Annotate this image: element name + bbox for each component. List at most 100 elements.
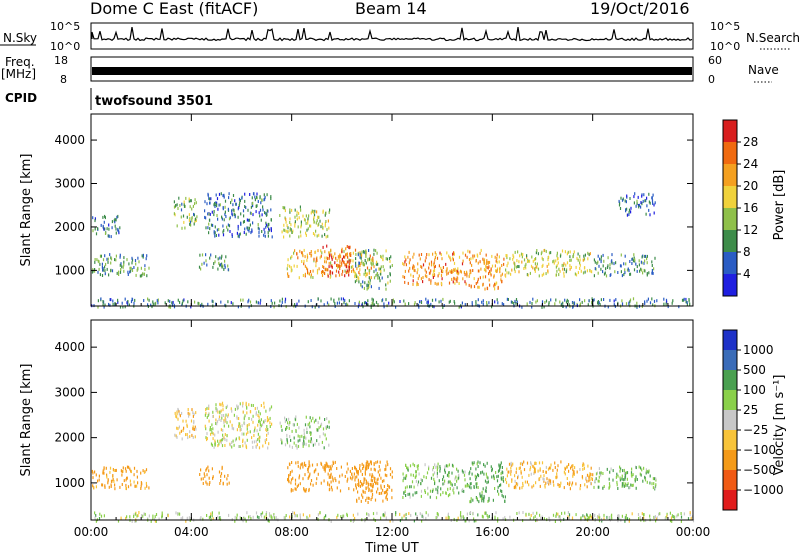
data-cell (632, 297, 635, 301)
data-cell (437, 489, 439, 493)
data-cell (193, 212, 195, 216)
data-cell (367, 280, 369, 284)
data-cell (505, 274, 507, 278)
data-cell (142, 253, 144, 257)
data-cell (316, 210, 318, 214)
data-cell (127, 485, 130, 489)
data-cell (529, 300, 531, 304)
data-cell (354, 475, 356, 479)
data-cell (298, 474, 301, 478)
data-cell (485, 489, 487, 493)
data-cell (248, 226, 250, 230)
data-cell (131, 258, 134, 262)
data-cell (599, 257, 601, 261)
data-cell (270, 195, 272, 199)
data-cell (189, 199, 191, 203)
data-cell (315, 481, 317, 485)
data-cell (374, 468, 376, 472)
data-cell (306, 255, 309, 259)
data-cell (262, 205, 264, 209)
data-cell (224, 444, 226, 447)
data-cell (260, 418, 262, 422)
data-cell (609, 470, 611, 474)
data-cell (569, 481, 571, 485)
data-cell (154, 519, 156, 523)
data-cell (644, 269, 646, 273)
data-cell (106, 475, 108, 479)
data-cell (102, 303, 104, 307)
data-cell (209, 428, 211, 432)
data-cell (290, 269, 292, 273)
data-cell (486, 514, 488, 517)
data-cell (369, 281, 371, 285)
data-cell (281, 428, 283, 432)
data-cell (131, 261, 133, 265)
data-cell (613, 303, 615, 307)
data-cell (356, 278, 358, 282)
data-cell (669, 511, 671, 515)
data-cell (473, 519, 475, 523)
data-cell (115, 218, 117, 222)
data-cell (368, 462, 370, 466)
data-cell (323, 446, 325, 450)
data-cell (483, 472, 485, 476)
data-cell (351, 472, 353, 476)
data-cell (389, 519, 391, 523)
data-cell (386, 474, 388, 478)
data-cell (258, 231, 260, 234)
data-cell (512, 257, 514, 261)
data-cell (151, 305, 153, 309)
data-cell (429, 489, 432, 493)
data-cell (182, 516, 184, 520)
data-cell (388, 257, 391, 260)
data-cell (315, 418, 317, 422)
data-cell (477, 280, 479, 284)
data-cell (616, 483, 618, 487)
data-cell (440, 266, 442, 270)
data-cell (330, 261, 332, 265)
data-cell (142, 255, 144, 259)
data-cell (236, 404, 238, 408)
data-cell (223, 195, 225, 199)
data-cell (445, 491, 447, 495)
data-cell (590, 473, 592, 476)
data-cell (407, 468, 409, 472)
data-cell (99, 262, 101, 266)
data-cell (192, 435, 194, 439)
data-cell (585, 476, 587, 480)
data-cell (447, 512, 449, 516)
data-cell (651, 260, 653, 264)
data-cell (624, 268, 626, 272)
data-cell (370, 258, 372, 262)
data-cell (367, 303, 369, 307)
data-cell (524, 264, 526, 268)
data-cell (629, 197, 631, 200)
data-cell (499, 266, 501, 270)
data-cell (184, 204, 186, 208)
data-cell (390, 255, 392, 259)
data-cell (286, 267, 288, 271)
data-cell (481, 499, 483, 503)
data-cell (558, 485, 560, 488)
data-cell (516, 483, 518, 487)
data-cell (598, 301, 600, 305)
data-cell (358, 300, 360, 304)
data-cell (211, 511, 213, 515)
data-cell (324, 256, 326, 260)
data-cell (164, 301, 166, 305)
data-cell (600, 298, 602, 302)
x-tick-label: 08:00 (274, 525, 309, 539)
data-cell (121, 473, 123, 477)
data-cell (321, 234, 323, 238)
data-cell (392, 298, 394, 302)
data-cell (465, 282, 467, 286)
data-cell (246, 511, 248, 515)
data-cell (246, 411, 248, 415)
data-cell (639, 516, 641, 519)
data-cell (316, 439, 318, 443)
data-cell (514, 479, 516, 483)
data-cell (193, 222, 195, 226)
data-cell (635, 475, 637, 479)
data-cell (146, 254, 148, 258)
colorbar-block (723, 274, 737, 296)
